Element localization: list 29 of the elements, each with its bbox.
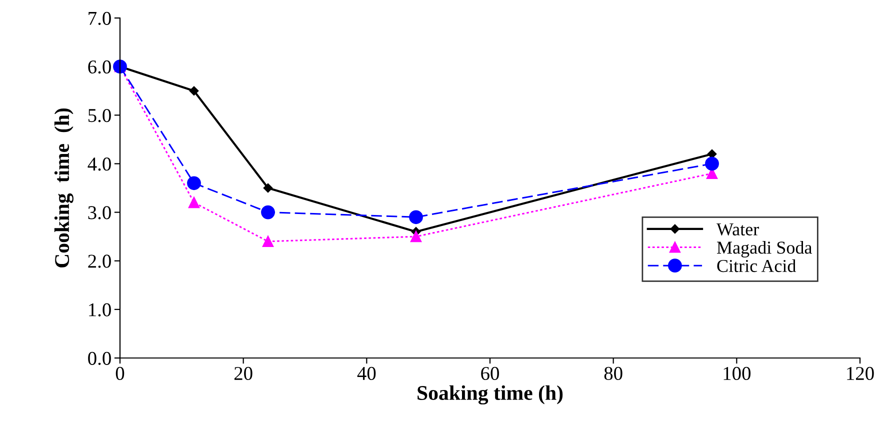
y-tick-label: 4.0 [88,158,111,171]
y-tick-label: 3.0 [88,206,111,220]
point [189,86,199,96]
x-tick-label: 120 [847,366,874,380]
point [188,197,200,208]
point [261,205,275,220]
legend-label: Citric Acid [717,259,796,272]
x-tick-label: 0 [116,366,124,380]
legend-label: Water [716,223,759,236]
y-tick-label: 1.0 [89,303,111,316]
x-tick-label: 60 [481,366,499,380]
point [187,176,201,190]
x-tick-label: 80 [604,366,622,380]
point [705,156,719,171]
y-axis-title: Cooking time (h) [54,108,74,268]
point [410,231,422,242]
legend-label: Magadi Soda [716,241,812,258]
y-tick-label: 2.0 [88,254,111,268]
y-tick-label: 7.0 [88,12,111,26]
x-tick-label: 100 [724,366,751,380]
y-tick-label: 0.0 [88,352,111,366]
x-axis-title: Soaking time (h) [418,385,563,404]
y-tick-label: 6.0 [88,60,111,74]
y-tick-label: 5.0 [88,108,111,122]
x-tick-label: 40 [357,366,376,380]
point [409,210,423,224]
point [263,183,273,193]
point [262,236,274,247]
x-tick-label: 20 [234,366,252,380]
